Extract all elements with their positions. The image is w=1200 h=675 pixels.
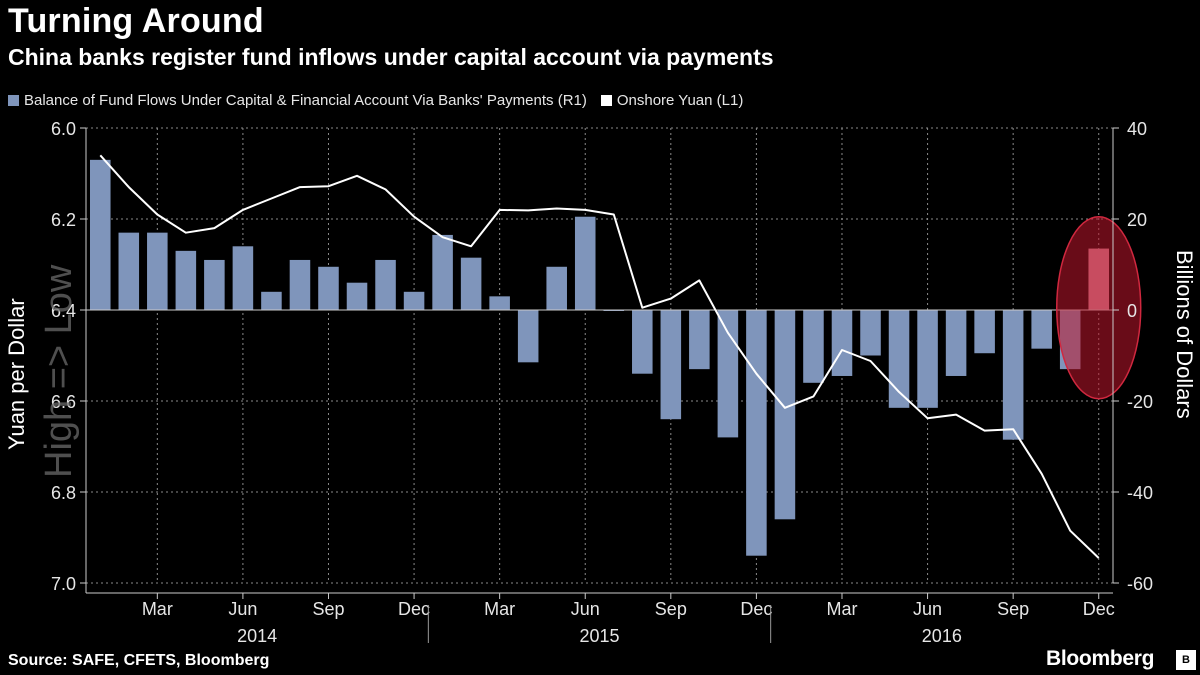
left-tick-label: 6.0 [51, 119, 76, 139]
left-tick-label: 6.4 [51, 301, 76, 321]
axes: 6.0 6.2 6.4 6.6 6.8 7.0 40 20 0 -20 -40 -60 Mar Jun Se… [51, 119, 1153, 646]
x-tick-label: Sep [997, 599, 1029, 619]
line-series [99, 154, 1100, 559]
bar [147, 232, 168, 310]
bar [118, 232, 140, 310]
gridlines [86, 127, 1113, 584]
bar [917, 310, 938, 408]
bar [175, 250, 197, 310]
bar [432, 234, 453, 310]
source-note: Source: SAFE, CFETS, Bloomberg [8, 652, 270, 669]
year-label: 2016 [922, 626, 962, 646]
bar [860, 310, 881, 356]
bar [945, 310, 967, 376]
legend-label-line: Onshore Yuan (L1) [616, 92, 744, 109]
yuan-line [99, 154, 1100, 559]
legend-item-line: Onshore Yuan (L1) [600, 92, 744, 109]
year-label: 2014 [237, 626, 277, 646]
left-tick-label: 6.8 [51, 483, 76, 503]
bar [517, 310, 539, 363]
bloomberg-logo: Bloomberg [1046, 647, 1155, 670]
legend-swatch-line [600, 95, 612, 106]
right-tick-label: 0 [1127, 301, 1137, 321]
bar [1031, 310, 1052, 349]
bar [831, 310, 853, 376]
bar [89, 159, 111, 310]
bar [403, 291, 425, 310]
x-tick-label: Dec [398, 599, 430, 619]
bar [460, 257, 482, 310]
bar [375, 259, 396, 310]
bar [1002, 310, 1024, 440]
bar [689, 310, 710, 370]
bar [632, 310, 653, 374]
year-label: 2015 [579, 626, 619, 646]
x-tick-label: Sep [312, 599, 344, 619]
left-axis-title: Yuan per Dollar [4, 298, 29, 450]
bar [289, 259, 311, 310]
right-tick-label: 40 [1127, 119, 1147, 139]
bar [574, 216, 596, 310]
bar-series [86, 159, 1113, 556]
legend-item-bars: Balance of Fund Flows Under Capital & Fi… [8, 92, 587, 109]
left-tick-label: 6.6 [51, 392, 76, 412]
right-tick-label: -40 [1127, 483, 1153, 503]
x-tick-label: Sep [655, 599, 687, 619]
highlight-ellipse [1055, 215, 1142, 400]
x-tick-label: Dec [740, 599, 772, 619]
bar [660, 310, 682, 420]
bar [232, 246, 254, 310]
x-tick-label: Jun [571, 599, 600, 619]
legend-label-bars: Balance of Fund Flows Under Capital & Fi… [24, 92, 587, 109]
bar [888, 310, 910, 408]
bar [774, 310, 796, 520]
bar [803, 310, 824, 383]
bar [974, 310, 995, 354]
left-tick-label: 7.0 [51, 574, 76, 594]
bar [261, 291, 282, 310]
bar [489, 296, 510, 310]
x-tick-label: Jun [913, 599, 942, 619]
bar [717, 310, 739, 438]
x-tick-label: Mar [484, 599, 515, 619]
chart-title: Turning Around [8, 2, 264, 40]
bar [204, 259, 225, 310]
right-axis-title: Billions of Dollars [1172, 250, 1197, 419]
legend-swatch-bars [8, 95, 19, 106]
right-tick-label: -20 [1127, 392, 1153, 412]
right-tick-label: -60 [1127, 574, 1153, 594]
bar [346, 282, 368, 310]
x-tick-label: Mar [142, 599, 173, 619]
chart-subtitle: China banks register fund inflows under … [8, 44, 774, 70]
right-tick-label: 20 [1127, 210, 1147, 230]
bloomberg-icon: B [1176, 650, 1196, 670]
high-low-watermark: High => Low [38, 264, 80, 478]
bar [318, 266, 339, 310]
left-tick-label: 6.2 [51, 210, 76, 230]
x-tick-label: Mar [826, 599, 857, 619]
bar [746, 310, 767, 556]
legend: Balance of Fund Flows Under Capital & Fi… [8, 92, 757, 109]
bar [546, 266, 567, 310]
x-tick-label: Dec [1083, 599, 1115, 619]
highlight-circle [1055, 215, 1142, 400]
x-tick-label: Jun [228, 599, 257, 619]
